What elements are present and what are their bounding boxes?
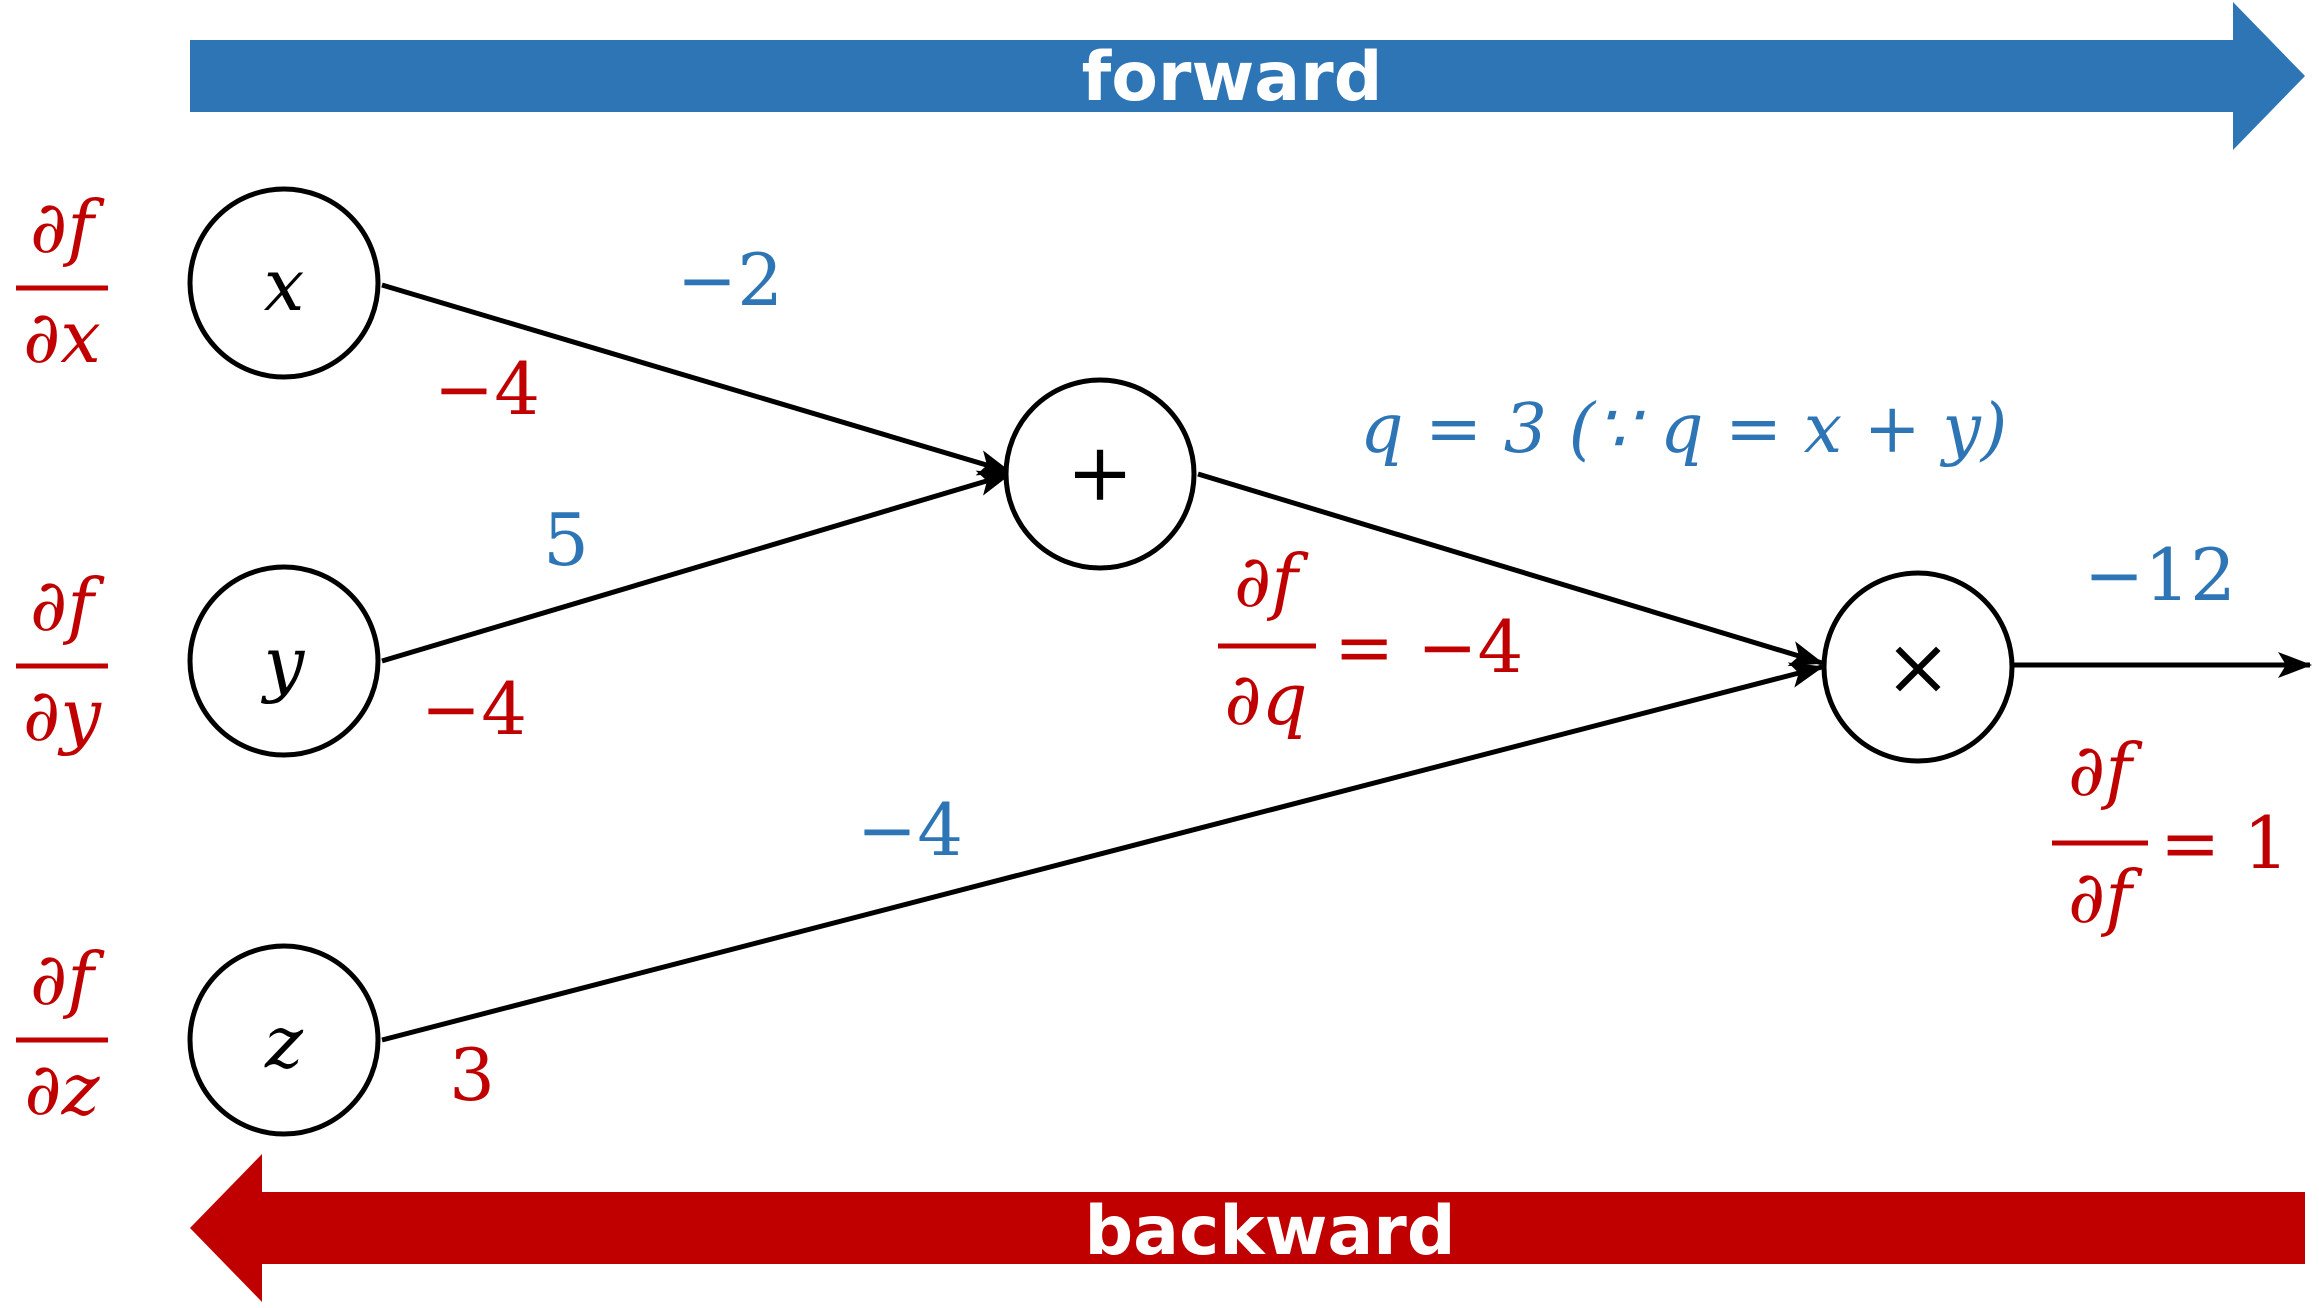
forward-arrow [190, 2, 2305, 150]
forward-value-output: −12 [2084, 533, 2236, 617]
grad-f-denominator: ∂f [2068, 855, 2143, 939]
edge-y-to-add [381, 470, 1012, 664]
backward-value-y: −4 [421, 667, 527, 751]
edge-z-to-mul [381, 662, 1824, 1043]
grad-x-denominator: ∂x [23, 295, 101, 379]
node-add-label: + [1066, 426, 1133, 519]
node-x-label: x [264, 243, 305, 327]
grad-q-denominator: ∂q [1224, 657, 1307, 741]
forward-value-y: 5 [543, 498, 589, 582]
grad-q-value: = −4 [1334, 605, 1523, 689]
edge-add-to-mul [1197, 471, 1824, 667]
forward-value-x: −2 [677, 238, 783, 322]
backward-arrow [190, 1154, 2305, 1302]
node-y-label: y [261, 621, 306, 705]
backward-value-z: 3 [449, 1033, 495, 1117]
node-mul: × [1821, 570, 2015, 764]
grad-y-numerator: ∂f [30, 563, 105, 647]
grad-f-fraction: ∂f ∂f = 1 [2052, 728, 2289, 939]
grad-z-fraction: ∂f ∂z [16, 937, 108, 1131]
grad-y-denominator: ∂y [23, 673, 102, 757]
grad-f-numerator: ∂f [2068, 728, 2143, 812]
grad-z-denominator: ∂z [24, 1047, 100, 1131]
node-x: x [187, 186, 381, 380]
grad-x-numerator: ∂f [30, 185, 105, 269]
grad-q-numerator: ∂f [1234, 539, 1309, 623]
node-mul-label: × [1884, 620, 1951, 713]
grad-f-value: = 1 [2160, 801, 2289, 885]
node-z: z [187, 943, 381, 1137]
node-y: y [187, 564, 381, 758]
grad-x-fraction: ∂f ∂x [16, 185, 108, 379]
forward-value-q: q = 3 (∵ q = x + y) [1360, 390, 2007, 469]
backward-label: backward [1084, 1192, 1455, 1271]
backward-value-x: −4 [434, 347, 540, 431]
forward-value-z: −4 [857, 788, 963, 872]
forward-banner: forward [190, 2, 2305, 150]
forward-label: forward [1082, 38, 1383, 117]
edge-x-to-add [381, 282, 1012, 476]
node-add: + [1003, 377, 1197, 571]
grad-y-fraction: ∂f ∂y [16, 563, 108, 757]
grad-q-fraction: ∂f ∂q = −4 [1218, 539, 1523, 741]
grad-z-numerator: ∂f [30, 937, 105, 1021]
backward-banner: backward [190, 1154, 2305, 1302]
node-z-label: z [264, 1000, 304, 1084]
